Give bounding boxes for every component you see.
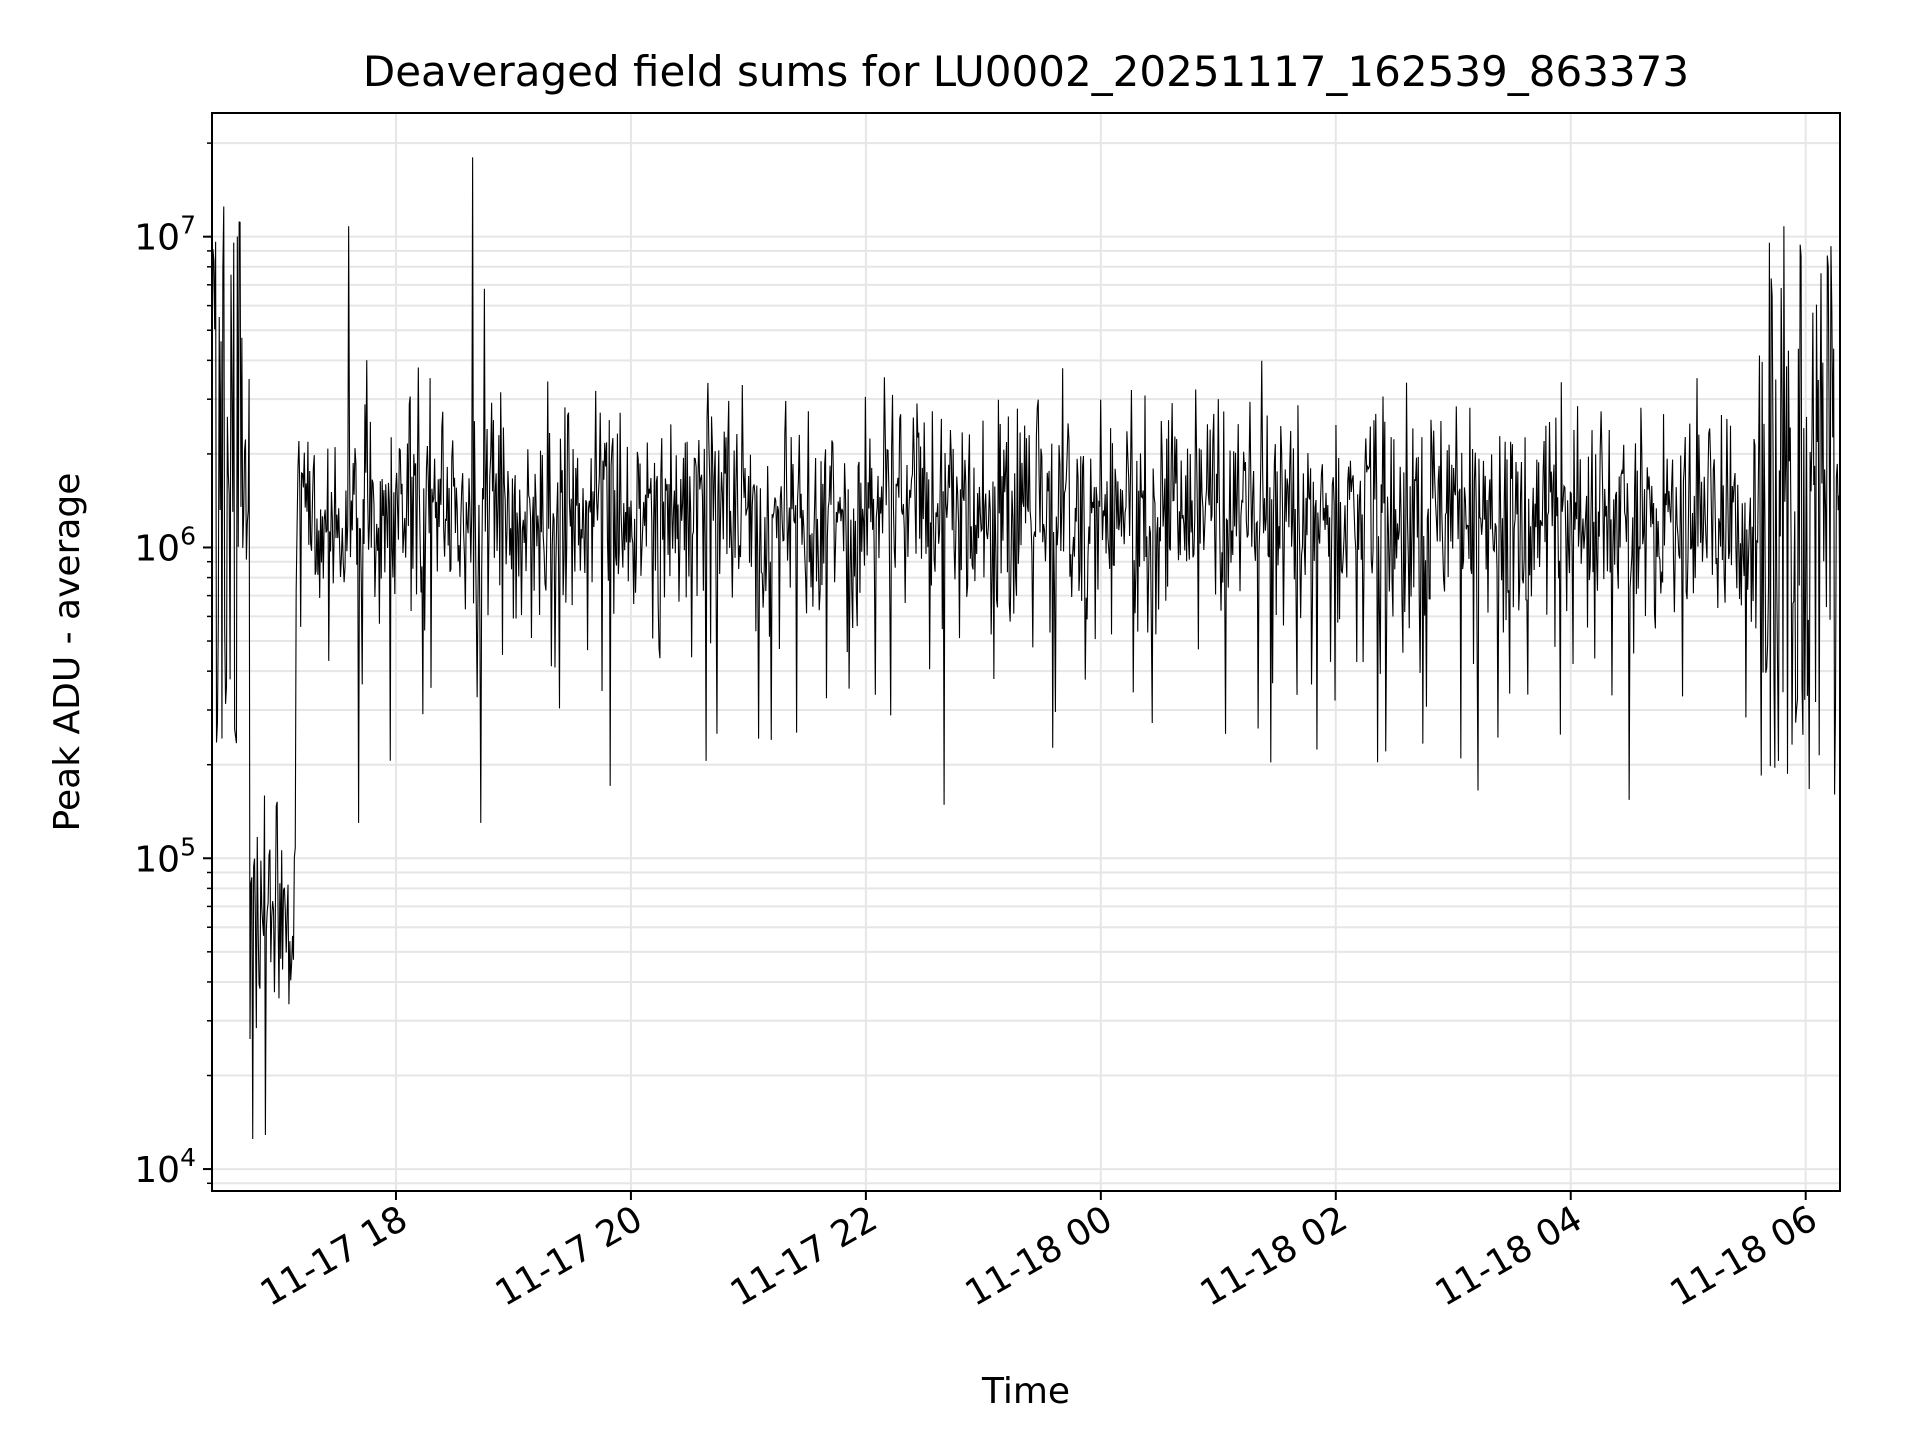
plot-area: [211, 157, 1841, 1139]
y-axis-label: Peak ADU - average: [47, 473, 88, 832]
y-tick-label: 104: [134, 1143, 196, 1191]
y-axis: 104 105 106 107: [134, 142, 212, 1191]
y-tick-label: 107: [134, 211, 196, 259]
x-axis-label: Time: [981, 1371, 1070, 1412]
y-tick-label: 106: [134, 521, 196, 569]
y-tick-label: 105: [134, 832, 196, 880]
chart-title: Deaveraged field sums for LU0002_2025111…: [363, 47, 1689, 96]
series-line: [211, 157, 1841, 1139]
plot-frame: [211, 112, 1841, 1192]
